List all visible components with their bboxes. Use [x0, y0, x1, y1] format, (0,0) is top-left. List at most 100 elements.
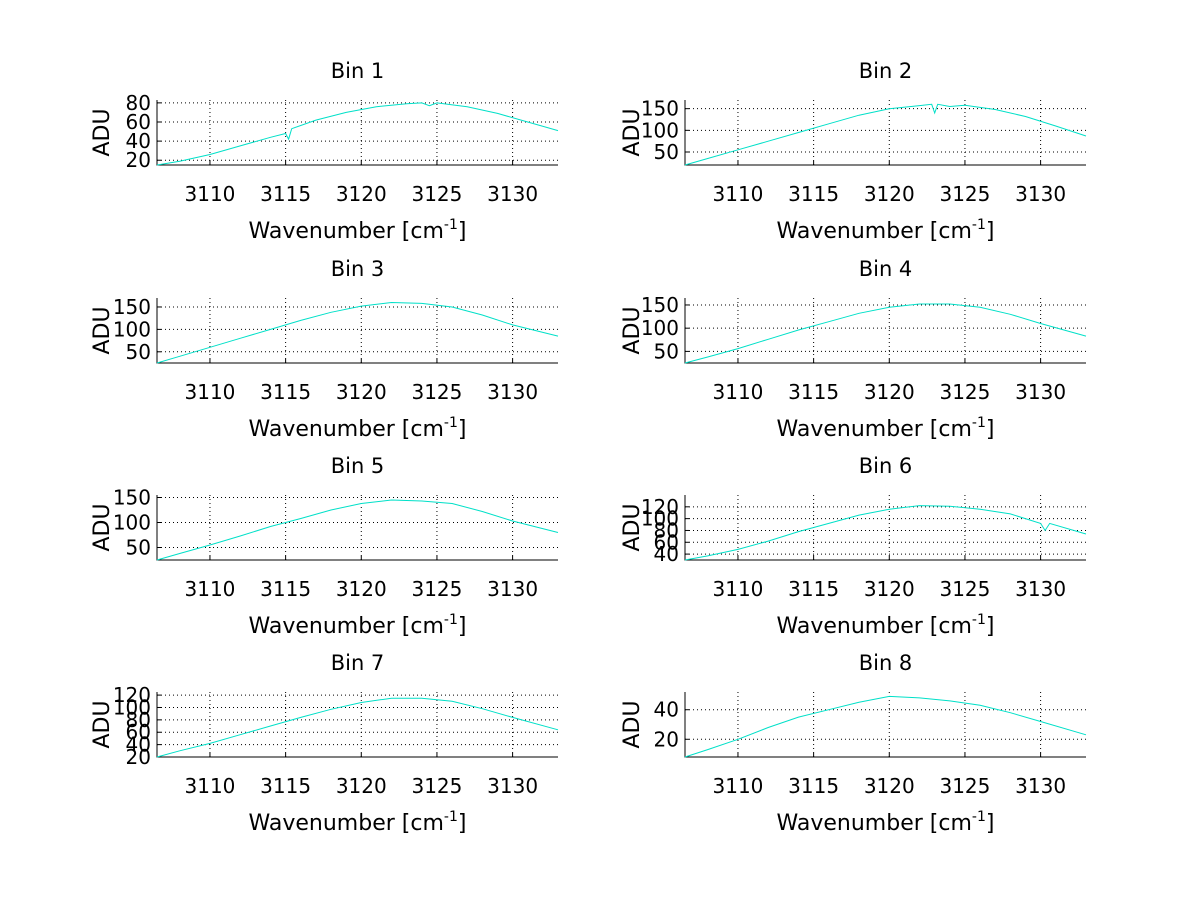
x-tick-label: 3115 — [788, 774, 839, 798]
y-tick-label: 40 — [126, 733, 151, 757]
x-axis-label-suffix: ] — [986, 811, 995, 836]
subplot-title: Bin 4 — [859, 257, 913, 281]
x-axis-label-text: Wavenumber [cm — [249, 811, 444, 836]
x-tick-label: 3120 — [336, 182, 387, 206]
series-line — [684, 695, 1087, 758]
x-tick-label: 3130 — [1015, 380, 1066, 404]
x-tick-label: 3125 — [411, 774, 462, 798]
y-tick-label: 100 — [113, 511, 151, 535]
y-tick-label: 150 — [113, 486, 151, 510]
x-tick-label: 3115 — [788, 380, 839, 404]
y-tick-label: 50 — [654, 339, 679, 363]
x-axis-label-exponent: -1 — [444, 217, 458, 233]
y-axis-label: ADU — [620, 306, 645, 354]
x-tick-label: 3130 — [487, 182, 538, 206]
x-tick-label: 3125 — [939, 774, 990, 798]
subplot-title: Bin 2 — [859, 59, 913, 83]
y-tick-label: 100 — [641, 118, 679, 142]
x-tick-label: 3110 — [713, 774, 764, 798]
x-axis-label-suffix: ] — [458, 219, 467, 244]
x-tick-label: 3110 — [185, 774, 236, 798]
x-axis-label: Wavenumber [cm-1] — [777, 415, 995, 442]
series-line — [684, 103, 1087, 166]
x-tick-label: 3125 — [411, 182, 462, 206]
y-tick-label: 50 — [654, 140, 679, 164]
y-axis-label: ADU — [620, 700, 645, 748]
x-tick-label: 3130 — [1015, 182, 1066, 206]
y-tick-label: 20 — [126, 745, 151, 769]
x-axis-label-exponent: -1 — [972, 217, 986, 233]
x-axis-label-text: Wavenumber [cm — [249, 417, 444, 442]
y-tick-label: 80 — [126, 91, 151, 115]
y-tick-label: 150 — [113, 295, 151, 319]
y-axis-label: ADU — [90, 306, 115, 354]
y-tick-label: 40 — [654, 698, 679, 722]
y-axis-label: ADU — [90, 700, 115, 748]
axes — [684, 692, 1086, 758]
series-line — [684, 303, 1087, 364]
subplot-title: Bin 8 — [859, 651, 913, 675]
series-line — [156, 301, 559, 364]
y-tick-label: 40 — [126, 129, 151, 153]
y-tick-label: 80 — [654, 518, 679, 542]
x-axis-label: Wavenumber [cm-1] — [777, 217, 995, 244]
x-axis-label-suffix: ] — [458, 614, 467, 639]
x-tick-label: 3130 — [487, 774, 538, 798]
x-axis-label-text: Wavenumber [cm — [249, 614, 444, 639]
x-tick-label: 3120 — [864, 774, 915, 798]
x-axis-label-exponent: -1 — [444, 809, 458, 825]
x-axis-label-suffix: ] — [458, 811, 467, 836]
x-axis-label: Wavenumber [cm-1] — [249, 612, 467, 639]
y-tick-label: 100 — [641, 507, 679, 531]
subplot-title: Bin 1 — [331, 59, 385, 83]
x-axis-label-exponent: -1 — [444, 612, 458, 628]
series-line — [684, 505, 1087, 561]
axes — [156, 298, 558, 364]
y-tick-label: 20 — [654, 727, 679, 751]
y-tick-label: 150 — [641, 293, 679, 317]
y-tick-label: 20 — [126, 148, 151, 172]
x-axis-label-suffix: ] — [458, 417, 467, 442]
x-tick-label: 3110 — [713, 182, 764, 206]
x-tick-label: 3120 — [336, 774, 387, 798]
axes — [684, 495, 1086, 561]
subplot-title: Bin 7 — [331, 651, 385, 675]
x-tick-label: 3125 — [939, 182, 990, 206]
y-axis-label: ADU — [620, 503, 645, 551]
x-axis-label-suffix: ] — [986, 219, 995, 244]
x-tick-label: 3110 — [185, 577, 236, 601]
x-axis-label: Wavenumber [cm-1] — [777, 809, 995, 836]
subplot-title: Bin 3 — [331, 257, 385, 281]
subplot-title: Bin 5 — [331, 454, 385, 478]
y-tick-label: 40 — [654, 542, 679, 566]
x-axis-label: Wavenumber [cm-1] — [249, 217, 467, 244]
x-axis-label-suffix: ] — [986, 614, 995, 639]
y-tick-label: 100 — [113, 317, 151, 341]
series-line — [156, 102, 559, 166]
series-line — [156, 499, 559, 561]
x-tick-label: 3115 — [260, 380, 311, 404]
x-axis-label-exponent: -1 — [444, 415, 458, 431]
x-tick-label: 3115 — [788, 182, 839, 206]
x-tick-label: 3110 — [713, 577, 764, 601]
y-tick-label: 100 — [113, 695, 151, 719]
y-axis-label: ADU — [90, 108, 115, 156]
subplot-8: Bin 8 3110 3115 3120 3125 3130 20 40 Wavenumber … — [620, 651, 1087, 836]
x-tick-label: 3115 — [788, 577, 839, 601]
x-tick-label: 3130 — [487, 577, 538, 601]
y-tick-label: 120 — [113, 683, 151, 707]
x-tick-label: 3130 — [1015, 774, 1066, 798]
series-line — [156, 697, 559, 758]
x-tick-label: 3110 — [713, 380, 764, 404]
y-tick-label: 80 — [126, 708, 151, 732]
y-tick-label: 50 — [126, 536, 151, 560]
x-tick-label: 3125 — [939, 577, 990, 601]
x-tick-label: 3125 — [411, 380, 462, 404]
x-tick-label: 3120 — [336, 380, 387, 404]
x-tick-label: 3125 — [411, 577, 462, 601]
